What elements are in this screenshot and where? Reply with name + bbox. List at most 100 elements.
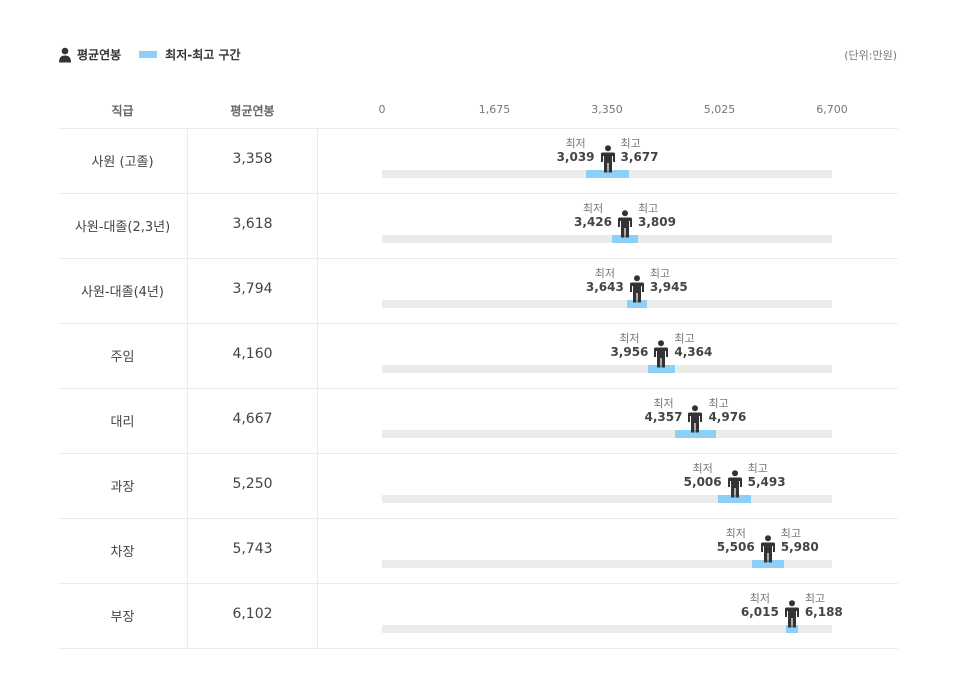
x-tick-label: 1,675 bbox=[478, 103, 511, 116]
range-bar bbox=[751, 560, 784, 568]
range-track bbox=[382, 625, 832, 633]
max-value: 4,976 bbox=[708, 410, 747, 424]
max-value: 5,493 bbox=[747, 475, 786, 489]
range-track bbox=[382, 430, 832, 438]
range-track bbox=[382, 365, 832, 373]
max-value-group: 최고 4,364 bbox=[674, 332, 712, 360]
person-marker-icon bbox=[653, 340, 669, 368]
rank-label: 대리 bbox=[110, 415, 135, 430]
min-value: 3,956 bbox=[610, 345, 649, 359]
min-value: 4,357 bbox=[644, 410, 683, 424]
row-divider bbox=[58, 193, 898, 194]
range-bar bbox=[674, 430, 717, 438]
row-divider bbox=[58, 518, 898, 519]
min-value-group: 최저 3,039 bbox=[557, 137, 595, 165]
header-rank: 직급 bbox=[111, 104, 134, 118]
avg-salary-value: 3,618 bbox=[232, 216, 273, 232]
row-divider bbox=[58, 323, 898, 324]
range-bar bbox=[586, 170, 629, 178]
avg-salary-value: 3,358 bbox=[232, 151, 273, 167]
range-bar bbox=[626, 300, 647, 308]
rank-label: 주임 bbox=[110, 350, 135, 365]
max-value-group: 최고 5,980 bbox=[781, 527, 819, 555]
header-divider bbox=[58, 128, 898, 129]
person-icon bbox=[59, 47, 71, 62]
avg-salary-value: 5,250 bbox=[232, 476, 273, 492]
min-value-group: 최저 4,357 bbox=[645, 397, 683, 425]
min-value-group: 최저 3,643 bbox=[586, 267, 624, 295]
x-tick-label: 5,025 bbox=[703, 103, 736, 116]
max-caption: 최고 bbox=[620, 137, 641, 150]
max-value-group: 최고 3,809 bbox=[638, 202, 676, 230]
max-caption: 최고 bbox=[780, 527, 801, 540]
avg-salary-value: 6,102 bbox=[232, 606, 273, 622]
person-marker-icon bbox=[687, 405, 703, 433]
x-tick-label: 6,700 bbox=[816, 103, 848, 116]
max-value: 3,809 bbox=[638, 215, 676, 229]
person-marker-icon bbox=[727, 470, 743, 498]
max-caption: 최고 bbox=[674, 332, 695, 345]
min-value: 5,006 bbox=[683, 475, 722, 489]
x-tick-label: 0 bbox=[378, 103, 386, 116]
row-divider bbox=[58, 583, 898, 584]
rank-label: 사원-대졸(2,3년) bbox=[74, 220, 171, 235]
max-caption: 최고 bbox=[804, 592, 826, 605]
min-caption: 최저 bbox=[749, 592, 770, 605]
max-value-group: 최고 3,677 bbox=[621, 137, 659, 165]
min-value-group: 최저 3,426 bbox=[574, 202, 612, 230]
row-divider bbox=[58, 648, 898, 649]
rank-label: 과장 bbox=[110, 480, 135, 495]
min-value: 5,506 bbox=[716, 540, 755, 554]
rank-label: 사원-대졸(4년) bbox=[81, 285, 164, 300]
min-caption: 최저 bbox=[565, 137, 586, 150]
max-value: 4,364 bbox=[674, 345, 713, 359]
avg-salary-value: 5,743 bbox=[232, 541, 273, 557]
min-value: 3,643 bbox=[585, 280, 624, 294]
max-caption: 최고 bbox=[638, 202, 659, 215]
person-marker-icon bbox=[600, 145, 616, 173]
range-bar bbox=[785, 625, 798, 633]
person-marker-icon bbox=[617, 210, 633, 238]
legend-avg-label: 평균연봉 bbox=[77, 48, 122, 62]
rank-label: 차장 bbox=[110, 545, 135, 560]
min-caption: 최저 bbox=[692, 462, 713, 475]
person-marker-icon bbox=[784, 600, 800, 628]
rank-label: 사원 (고졸) bbox=[91, 155, 154, 170]
max-value: 3,945 bbox=[649, 280, 688, 294]
min-value: 3,426 bbox=[574, 215, 612, 229]
min-value-group: 최저 5,006 bbox=[684, 462, 722, 490]
max-value-group: 최고 4,976 bbox=[708, 397, 746, 425]
row-divider bbox=[58, 453, 898, 454]
max-value-group: 최고 3,945 bbox=[650, 267, 688, 295]
avg-salary-value: 4,667 bbox=[232, 411, 273, 427]
range-track bbox=[382, 560, 832, 568]
min-caption: 최저 bbox=[594, 267, 615, 280]
min-value-group: 최저 5,506 bbox=[717, 527, 755, 555]
max-value-group: 최고 5,493 bbox=[748, 462, 786, 490]
avg-salary-value: 3,794 bbox=[232, 281, 273, 297]
range-track bbox=[382, 495, 832, 503]
max-value: 3,677 bbox=[620, 150, 659, 164]
max-caption: 최고 bbox=[708, 397, 729, 410]
min-value-group: 최저 6,015 bbox=[741, 592, 779, 620]
max-value-group: 최고 6,188 bbox=[805, 592, 843, 620]
min-value: 6,015 bbox=[740, 605, 779, 619]
min-caption: 최저 bbox=[725, 527, 746, 540]
min-value-group: 최저 3,956 bbox=[610, 332, 648, 360]
max-value: 6,188 bbox=[804, 605, 843, 619]
person-marker-icon bbox=[760, 535, 776, 563]
range-bar bbox=[647, 365, 676, 373]
row-divider bbox=[58, 258, 898, 259]
avg-salary-value: 4,160 bbox=[232, 346, 273, 362]
min-caption: 최저 bbox=[582, 202, 604, 215]
x-tick-label: 3,350 bbox=[591, 103, 623, 116]
legend-range-swatch bbox=[139, 51, 158, 58]
max-value: 5,980 bbox=[780, 540, 819, 554]
row-divider bbox=[58, 388, 898, 389]
max-caption: 최고 bbox=[747, 462, 768, 475]
max-caption: 최고 bbox=[649, 267, 671, 280]
unit-label: (단위:만원) bbox=[844, 49, 897, 62]
min-value: 3,039 bbox=[556, 150, 595, 164]
min-caption: 최저 bbox=[653, 397, 674, 410]
